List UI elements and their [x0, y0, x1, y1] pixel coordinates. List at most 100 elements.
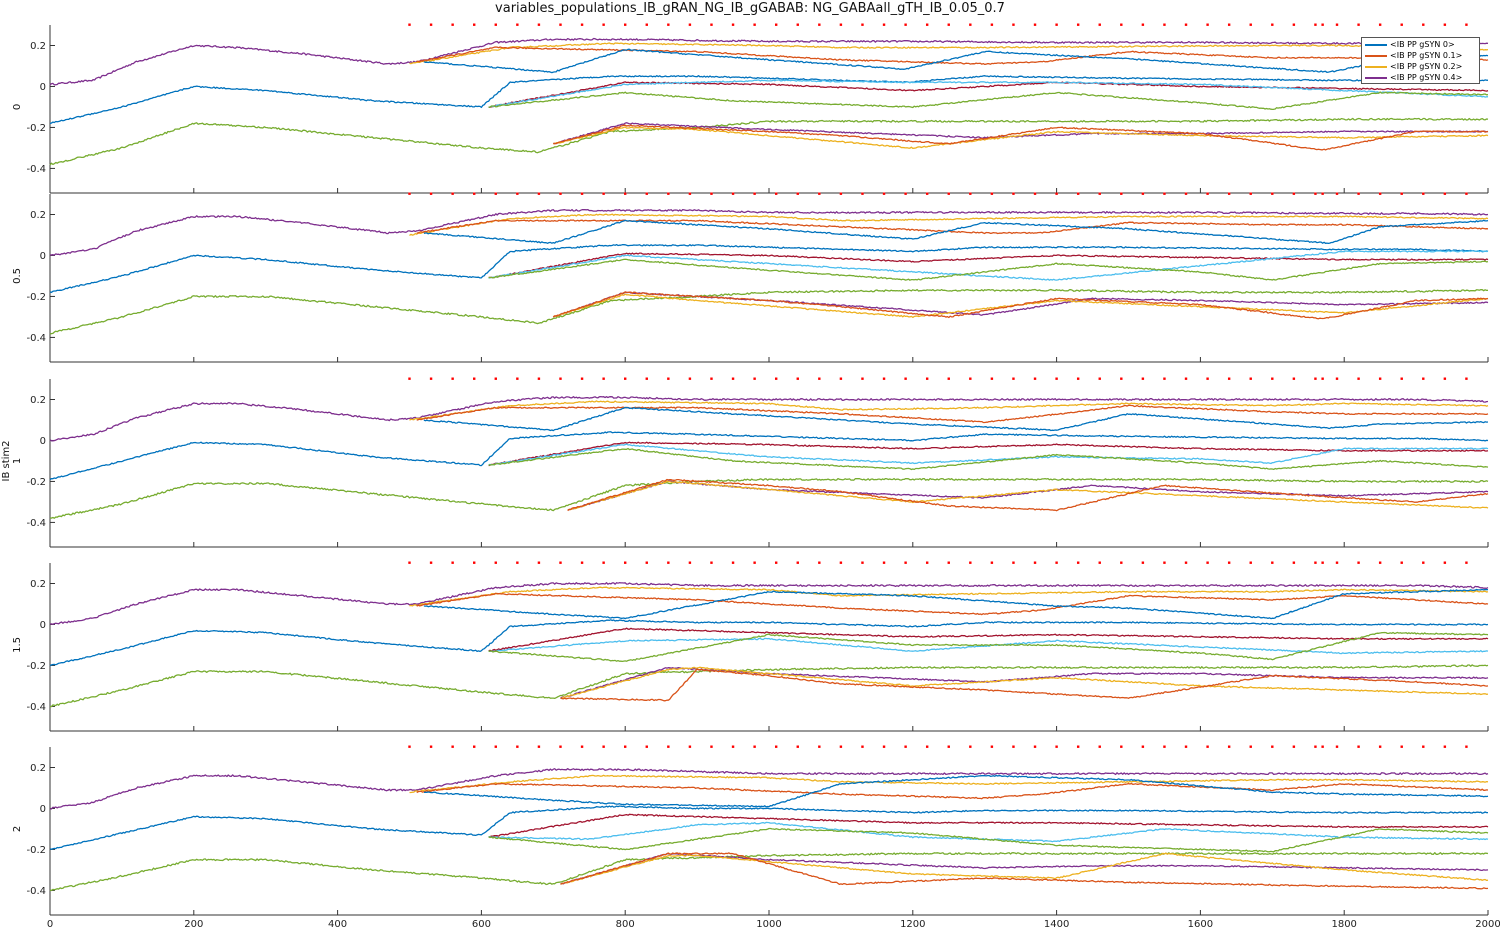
event-marker — [774, 23, 778, 26]
event-marker — [1076, 745, 1080, 748]
event-marker — [1249, 377, 1252, 380]
event-marker — [1120, 23, 1123, 26]
series-line-9 — [560, 852, 1489, 885]
event-marker — [537, 561, 541, 564]
event-marker — [947, 561, 950, 564]
event-marker — [731, 23, 735, 26]
event-marker — [451, 23, 454, 26]
event-marker — [839, 745, 843, 748]
event-marker — [1465, 377, 1468, 380]
event-marker — [624, 745, 627, 748]
legend-swatch — [1365, 65, 1387, 68]
event-marker — [1422, 561, 1425, 564]
legend: <IB PP gSYN 0> <IB PP gSYN 0.1> <IB PP gSY… — [1361, 37, 1480, 84]
event-marker — [1184, 745, 1188, 748]
event-marker — [1378, 745, 1382, 748]
event-marker — [516, 377, 519, 380]
series-line-3 — [49, 75, 1489, 124]
event-marker — [408, 745, 411, 748]
event-marker — [710, 377, 713, 380]
event-marker — [1184, 23, 1188, 26]
series-line-0 — [49, 37, 1489, 86]
series-line-7 — [488, 827, 1489, 853]
event-marker — [774, 561, 778, 564]
event-marker — [688, 745, 692, 748]
event-marker — [1184, 561, 1188, 564]
event-marker — [408, 192, 411, 195]
event-marker — [1292, 192, 1296, 195]
series-line-7 — [488, 631, 1489, 663]
series-line-0 — [49, 582, 1489, 625]
event-marker — [645, 745, 648, 748]
y-tick-label: 0.2 — [30, 395, 46, 406]
legend-label: <IB PP gSYN 0.1> — [1390, 51, 1463, 60]
event-marker — [990, 192, 994, 195]
event-marker — [1206, 377, 1209, 380]
event-marker — [990, 377, 994, 380]
event-marker — [559, 192, 562, 195]
event-marker — [1335, 192, 1339, 195]
event-marker — [1249, 23, 1252, 26]
event-marker — [1321, 561, 1324, 564]
event-marker — [1120, 192, 1123, 195]
event-marker — [796, 377, 799, 380]
event-marker — [904, 192, 907, 195]
x-tick-label: 2000 — [1475, 919, 1500, 930]
event-marker — [1321, 377, 1324, 380]
event-marker — [753, 745, 756, 748]
event-marker — [1076, 192, 1080, 195]
event-marker — [1184, 192, 1188, 195]
event-marker — [645, 377, 648, 380]
event-marker — [1163, 377, 1166, 380]
event-marker — [624, 561, 627, 564]
event-marker — [624, 192, 627, 195]
event-marker — [1249, 561, 1252, 564]
event-marker — [710, 745, 713, 748]
event-marker — [969, 377, 972, 380]
event-marker — [818, 561, 821, 564]
event-marker — [1443, 23, 1447, 26]
event-marker — [1357, 745, 1360, 748]
event-marker — [882, 192, 886, 195]
event-marker — [1098, 377, 1101, 380]
y-tick-label: -0.2 — [26, 123, 46, 134]
event-marker — [1271, 561, 1274, 564]
event-marker — [645, 192, 648, 195]
event-marker — [861, 377, 864, 380]
event-marker — [645, 23, 648, 26]
event-marker — [1443, 377, 1447, 380]
series-line-9 — [560, 666, 1489, 699]
event-marker — [1120, 561, 1123, 564]
event-marker — [580, 745, 584, 748]
series-line-5 — [488, 81, 1489, 108]
series-line-11 — [553, 124, 1489, 151]
panel-3: -0.4 -0.2 0 0.2 1.5 — [12, 561, 1489, 732]
event-marker — [1400, 561, 1403, 564]
event-marker — [408, 23, 411, 26]
panel-ylabel: 0.5 — [12, 268, 23, 284]
event-marker — [1357, 561, 1360, 564]
legend-entry: <IB PP gSYN 0> — [1365, 39, 1476, 50]
event-marker — [1465, 192, 1468, 195]
event-marker — [429, 192, 433, 195]
event-marker — [537, 23, 541, 26]
event-marker — [1141, 745, 1145, 748]
event-marker — [537, 192, 541, 195]
y-tick-label: 0 — [40, 436, 46, 447]
event-marker — [1206, 192, 1209, 195]
series-line-11 — [560, 668, 1489, 702]
event-marker — [1141, 377, 1145, 380]
legend-label: <IB PP gSYN 0> — [1390, 40, 1455, 49]
event-marker — [602, 561, 605, 564]
event-marker — [537, 377, 541, 380]
event-marker — [1271, 23, 1274, 26]
event-marker — [1271, 377, 1274, 380]
event-marker — [1012, 377, 1015, 380]
event-marker — [667, 192, 670, 195]
event-marker — [947, 192, 950, 195]
series-line-1 — [409, 213, 1489, 237]
event-marker — [1314, 23, 1317, 26]
event-marker — [1227, 23, 1231, 26]
event-marker — [882, 561, 886, 564]
